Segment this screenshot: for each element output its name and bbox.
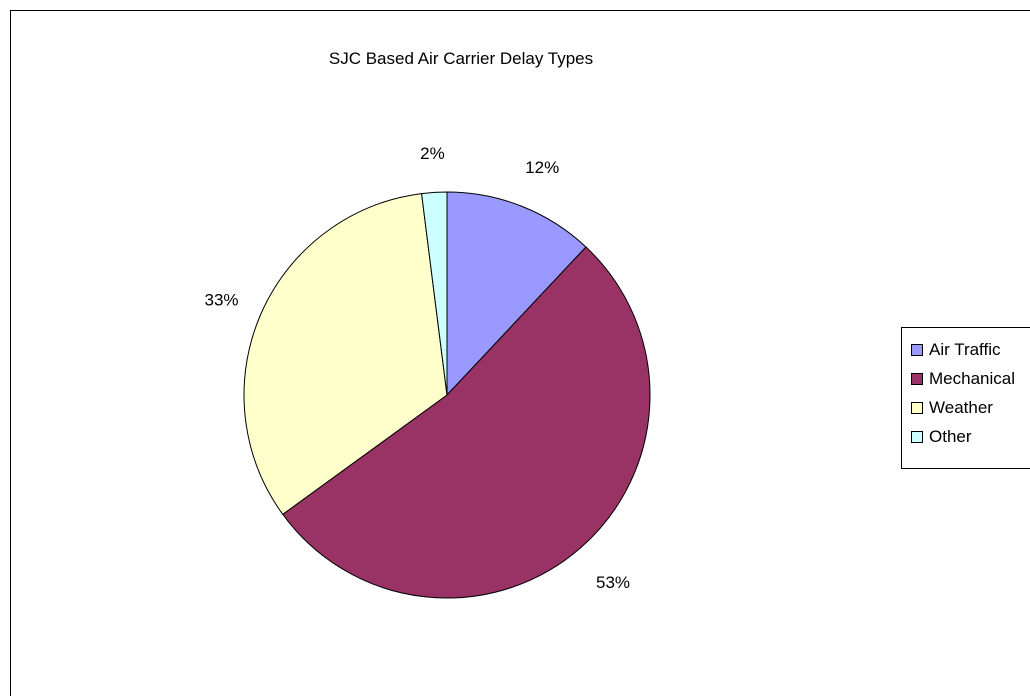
chart-title: SJC Based Air Carrier Delay Types <box>328 49 594 68</box>
legend-item-other: Other <box>911 422 1030 451</box>
legend-item-air-traffic: Air Traffic <box>911 335 1030 364</box>
pie-slice-air-traffic <box>446 191 587 397</box>
data-label-mechanical: 53% <box>596 573 630 592</box>
legend-label-weather: Weather <box>929 397 993 417</box>
pie-slice-mechanical <box>282 246 651 599</box>
pie-slice-weather <box>243 193 448 516</box>
legend: Air Traffic Mechanical Weather Other <box>901 327 1030 469</box>
legend-label-other: Other <box>929 426 972 446</box>
legend-label-air-traffic: Air Traffic <box>929 339 1001 359</box>
legend-swatch-air-traffic <box>911 343 923 356</box>
legend-item-weather: Weather <box>911 393 1030 422</box>
legend-item-mechanical: Mechanical <box>911 364 1030 393</box>
pie-slice-other <box>421 191 448 396</box>
pie-chart: 12% 53% 33% 2% <box>204 144 651 599</box>
data-label-weather: 33% <box>204 290 238 309</box>
chart-frame: SJC Based Air Carrier Delay Types 12% 53%… <box>10 10 1030 696</box>
legend-swatch-other <box>911 430 923 443</box>
legend-swatch-weather <box>911 401 923 414</box>
data-label-air-traffic: 12% <box>525 158 559 177</box>
legend-swatch-mechanical <box>911 372 923 385</box>
data-label-other: 2% <box>420 144 445 163</box>
legend-label-mechanical: Mechanical <box>929 368 1015 388</box>
